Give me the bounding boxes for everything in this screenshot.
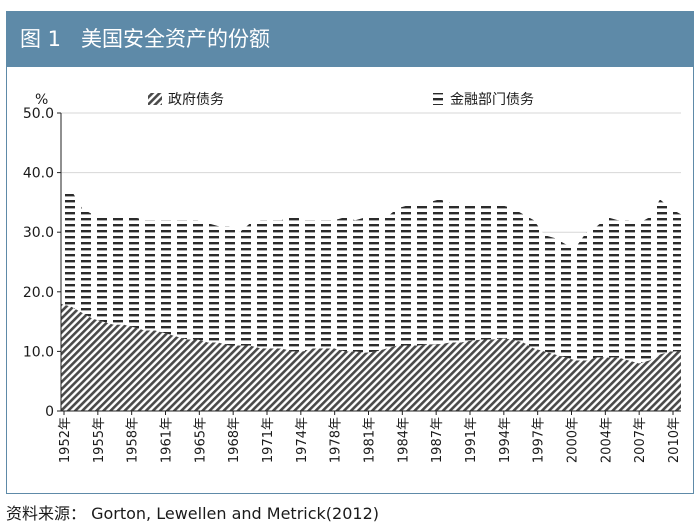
x-tick-label: 2000年	[566, 417, 581, 463]
x-tick-label: 1955年	[92, 417, 107, 463]
legend-label-1: 政府债务	[168, 92, 224, 108]
stacked-area-chart: 0 10.0 20.0 30.0 40.0 50.0% 1952年 1955年 1958年 196…	[23, 92, 682, 463]
x-tick-label: 1994年	[498, 417, 513, 463]
y-tick-label: 50.0	[23, 106, 54, 122]
x-tick-label: 1991年	[464, 417, 479, 463]
y-tick-label: 10.0	[23, 344, 54, 360]
area-series-2	[61, 190, 681, 364]
figure-title-bar: 图 1 美国安全资产的份额	[6, 11, 694, 67]
x-tick-label: 1974年	[295, 417, 310, 463]
figure-title: 图 1 美国安全资产的份额	[20, 27, 271, 51]
legend-swatch-2	[430, 93, 444, 105]
legend-label-2: 金融部门债务	[450, 92, 534, 108]
x-tick-label: 1952年	[58, 417, 73, 463]
area-series-1	[61, 303, 681, 411]
x-tick-label: 1997年	[532, 417, 547, 463]
x-tick-label: 1987年	[430, 417, 445, 463]
x-tick-label: 1978年	[329, 417, 344, 463]
x-tick-label: 1971年	[261, 417, 276, 463]
y-axis-unit-label: %	[35, 92, 48, 108]
x-tick-label: 2010年	[667, 417, 682, 463]
y-tick-label: 40.0	[23, 166, 54, 182]
x-tick-label: 2007年	[633, 417, 648, 463]
x-tick-label: 2004年	[599, 417, 614, 463]
x-tick-label: 1961年	[160, 417, 175, 463]
x-tick-label: 1965年	[193, 417, 208, 463]
y-tick-label: 20.0	[23, 285, 54, 301]
x-tick-label: 1958年	[126, 417, 141, 463]
x-tick-label: 1968年	[227, 417, 242, 463]
x-tick-label: 1981年	[363, 417, 378, 463]
x-tick-label: 1984年	[396, 417, 411, 463]
y-tick-label: 0	[45, 404, 54, 420]
y-tick-label: 30.0	[23, 225, 54, 241]
chart-frame	[6, 67, 694, 494]
legend-swatch-1	[148, 93, 162, 105]
source-note: 资料来源： Gorton, Lewellen and Metrick(2012)	[6, 504, 379, 523]
